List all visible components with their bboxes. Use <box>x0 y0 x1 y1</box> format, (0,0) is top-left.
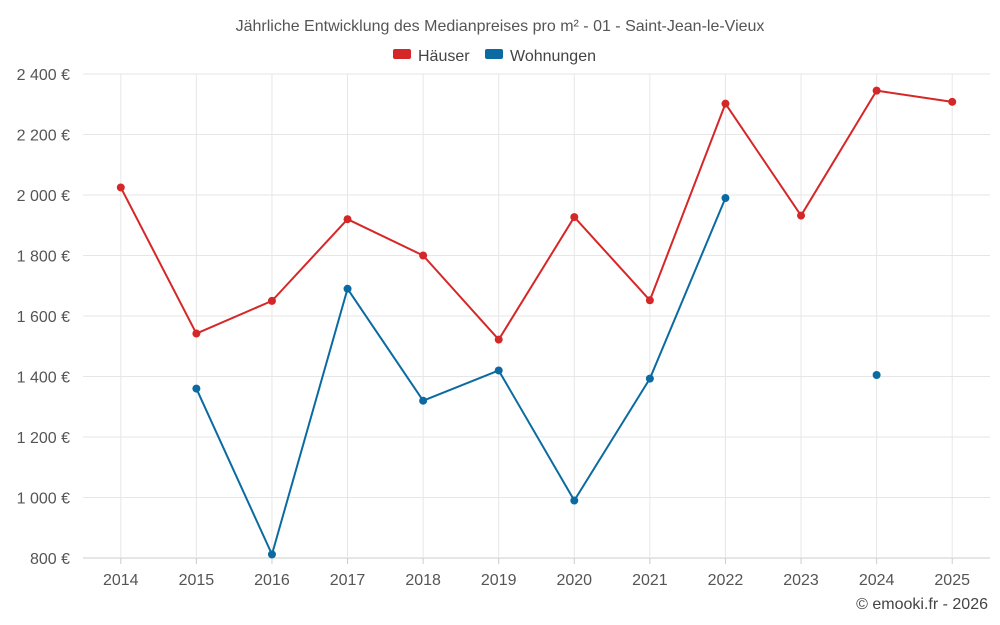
chart-credit: © emooki.fr - 2026 <box>856 596 988 613</box>
series-1-point-2024[interactable] <box>872 370 881 379</box>
series-1-point-2020[interactable] <box>570 496 579 505</box>
legend-swatch-wohnungen <box>485 49 503 59</box>
x-tick-label: 2020 <box>556 572 592 589</box>
series-0-point-2017[interactable] <box>343 215 352 224</box>
x-tick-label: 2025 <box>934 572 970 589</box>
y-tick-label: 1 800 € <box>17 249 70 266</box>
legend-label-haeuser[interactable]: Häuser <box>418 48 470 65</box>
series-0-line-0 <box>119 89 953 341</box>
series-0-point-2015[interactable] <box>192 329 201 338</box>
x-tick-label: 2018 <box>405 572 441 589</box>
series-0-point-2022[interactable] <box>721 99 730 108</box>
x-axis-ticks: 2014 2015 2016 2017 2018 2019 2020 2021 2022 2023… <box>103 558 970 589</box>
series-0-point-2018[interactable] <box>419 251 428 260</box>
series-0-point-2020[interactable] <box>570 213 579 222</box>
y-tick-label: 1 600 € <box>17 309 70 326</box>
series-layer <box>116 86 957 559</box>
series-0 <box>116 86 957 344</box>
series-1-line-0 <box>195 197 727 556</box>
series-0-point-2019[interactable] <box>494 335 503 344</box>
x-tick-label: 2022 <box>708 572 744 589</box>
x-tick-label: 2016 <box>254 572 290 589</box>
y-tick-label: 2 400 € <box>17 67 70 84</box>
x-tick-label: 2019 <box>481 572 517 589</box>
series-1 <box>192 194 881 559</box>
y-tick-label: 800 € <box>30 551 70 568</box>
y-axis-ticks: 800 € 1 000 € 1 200 € 1 400 € 1 600 € 1 800 €… <box>17 67 70 568</box>
chart-title: Jährliche Entwicklung des Medianpreises … <box>236 18 765 35</box>
series-1-point-2016[interactable] <box>267 550 276 559</box>
series-1-point-2021[interactable] <box>645 374 654 383</box>
x-tick-label: 2017 <box>330 572 366 589</box>
series-1-point-2015[interactable] <box>192 384 201 393</box>
legend-label-wohnungen[interactable]: Wohnungen <box>510 48 596 65</box>
series-0-point-2023[interactable] <box>797 211 806 220</box>
x-tick-label: 2024 <box>859 572 895 589</box>
y-tick-label: 1 400 € <box>17 370 70 387</box>
series-0-point-2014[interactable] <box>116 183 125 192</box>
x-tick-label: 2015 <box>179 572 215 589</box>
series-1-point-2017[interactable] <box>343 284 352 293</box>
legend-swatch-haeuser <box>393 49 411 59</box>
x-tick-label: 2021 <box>632 572 668 589</box>
series-0-point-2025[interactable] <box>948 97 957 106</box>
series-1-point-2018[interactable] <box>419 396 428 405</box>
x-tick-label: 2023 <box>783 572 819 589</box>
x-tick-label: 2014 <box>103 572 139 589</box>
grid <box>83 73 990 559</box>
legend: Häuser Wohnungen <box>393 48 596 65</box>
series-0-point-2016[interactable] <box>267 296 276 305</box>
y-tick-label: 1 200 € <box>17 430 70 447</box>
series-1-point-2022[interactable] <box>721 194 730 203</box>
series-1-point-2019[interactable] <box>494 366 503 375</box>
y-tick-label: 2 200 € <box>17 128 70 145</box>
series-0-point-2021[interactable] <box>645 296 654 305</box>
y-tick-label: 2 000 € <box>17 188 70 205</box>
series-0-point-2024[interactable] <box>872 86 881 95</box>
y-tick-label: 1 000 € <box>17 491 70 508</box>
